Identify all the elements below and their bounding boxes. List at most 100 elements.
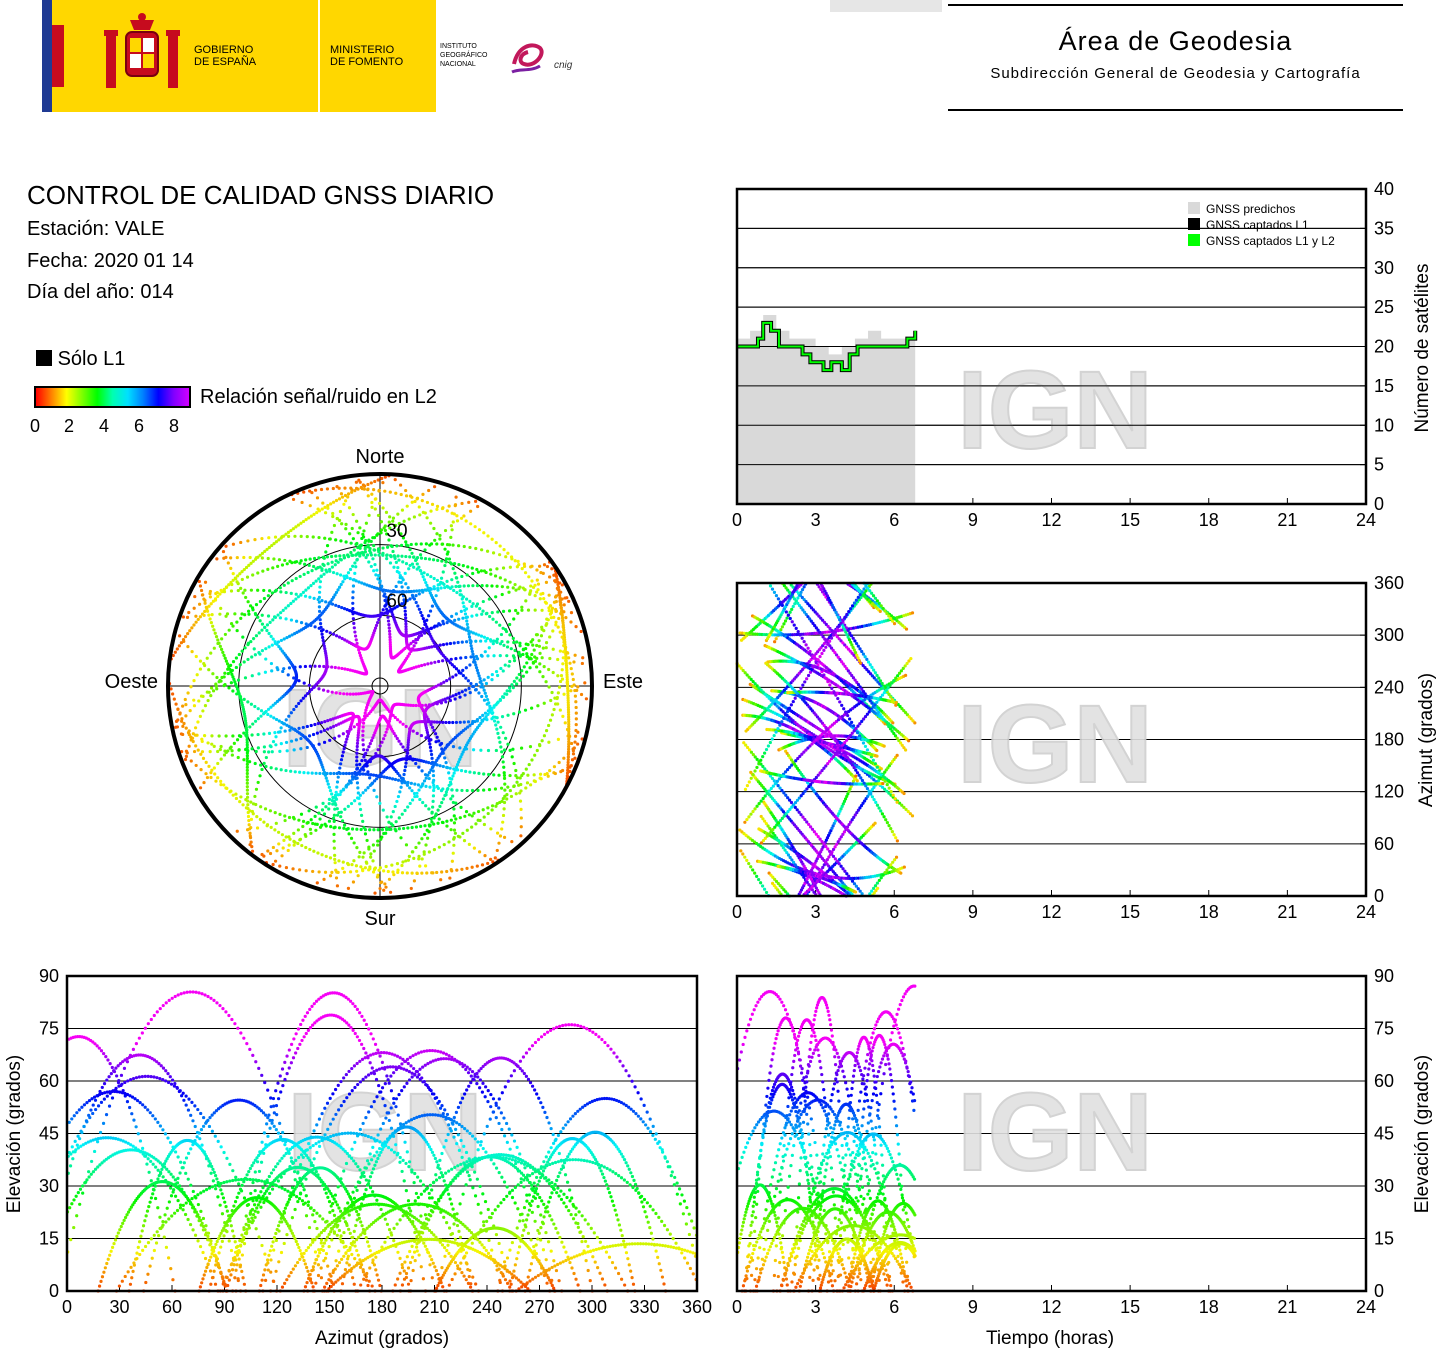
- sky-track-point: [454, 692, 458, 697]
- sky-track-point: [338, 766, 342, 770]
- sky-track-point: [379, 881, 383, 885]
- ministerio-logo: MINISTERIO DE FOMENTO: [320, 0, 436, 112]
- sky-track-point: [239, 540, 243, 545]
- sky-track-point: [558, 603, 563, 607]
- sky-track-point: [451, 694, 455, 698]
- sky-track-point: [302, 771, 306, 775]
- sky-track-point: [470, 647, 474, 651]
- sky-track-point: [256, 780, 260, 785]
- sky-track-point: [298, 561, 302, 565]
- sky-track-point: [574, 728, 578, 733]
- sky-track-point: [340, 754, 344, 758]
- sky-track-point: [204, 772, 208, 776]
- sky-track-point: [221, 650, 225, 655]
- sky-track-point: [301, 725, 305, 730]
- sky-track-point: [400, 863, 404, 868]
- azimuth-point: [768, 584, 773, 588]
- sky-track-point: [408, 754, 412, 759]
- sky-track-point: [317, 664, 322, 668]
- sky-track-point: [312, 596, 316, 600]
- sky-track-point: [444, 560, 448, 564]
- azimuth-point: [739, 849, 743, 853]
- sky-track-point: [536, 704, 540, 708]
- sky-track-point: [432, 816, 436, 820]
- sky-track-point: [351, 537, 355, 541]
- sky-track-point: [335, 485, 339, 489]
- sky-track-point: [422, 779, 427, 783]
- sky-track-point: [403, 571, 407, 575]
- sky-track-point: [467, 686, 471, 691]
- sky-track-point: [346, 804, 350, 808]
- sky-track-point: [454, 657, 458, 661]
- sky-track-point: [475, 584, 480, 588]
- sky-track-point: [464, 688, 468, 692]
- sky-track-point: [579, 629, 583, 634]
- sky-track-point: [191, 732, 195, 736]
- sky-track-point: [400, 812, 404, 816]
- sky-track-point: [459, 516, 464, 520]
- sky-track-point: [400, 508, 405, 512]
- sky-track-point: [574, 723, 578, 727]
- sky-track-point: [242, 660, 246, 664]
- sky-track-point: [402, 826, 406, 831]
- sky-track-point: [232, 741, 236, 745]
- sky-track-point: [327, 802, 331, 806]
- sky-track-point: [187, 610, 191, 615]
- sky-track-point: [337, 604, 341, 609]
- sky-track-point: [198, 584, 203, 588]
- azimuth-point: [791, 604, 795, 609]
- sky-track-point: [469, 639, 473, 644]
- sky-track-point: [411, 850, 415, 854]
- sky-track-point: [407, 567, 411, 571]
- sky-track-point: [246, 643, 250, 647]
- sky-track-point: [389, 822, 393, 826]
- sky-track-point: [508, 788, 512, 793]
- sky-track-point: [475, 567, 479, 572]
- sky-track-point: [349, 550, 353, 555]
- sky-track-point: [187, 729, 191, 733]
- sky-track-point: [355, 763, 359, 767]
- sky-track-point: [565, 668, 569, 672]
- sky-track-point: [376, 748, 380, 752]
- sky-track-point: [355, 641, 359, 646]
- sky-track-point: [371, 870, 376, 874]
- sky-track-point: [348, 567, 353, 572]
- sky-track-point: [321, 771, 326, 776]
- sky-track-point: [404, 554, 408, 559]
- sky-track-point: [380, 835, 384, 839]
- sky-track-point: [229, 566, 233, 570]
- azimuth-point: [873, 671, 877, 675]
- sky-track-point: [491, 617, 495, 621]
- sky-track-point: [444, 720, 448, 725]
- sky-track-point: [314, 828, 318, 832]
- sky-track-point: [419, 733, 424, 738]
- y-tick-label: 25: [1374, 297, 1394, 317]
- sky-track-point: [374, 497, 378, 501]
- sky-track-point: [382, 526, 386, 530]
- sky-track-point: [417, 703, 421, 708]
- sky-track-point: [192, 679, 196, 683]
- sky-track-point: [481, 609, 485, 613]
- sky-track-point: [474, 639, 478, 643]
- sky-track-point: [494, 723, 498, 727]
- sky-track-point: [467, 813, 471, 817]
- sky-track-point: [484, 639, 488, 643]
- sky-track-point: [417, 841, 421, 845]
- x-tick-label: 6: [889, 902, 899, 922]
- sky-track-point: [323, 719, 327, 724]
- sky-track-point: [264, 657, 268, 661]
- sky-track-point: [236, 755, 240, 760]
- sky-track-point: [486, 806, 490, 810]
- sky-track-point: [492, 773, 496, 777]
- sky-track-point: [336, 775, 340, 779]
- sky-track-point: [455, 590, 459, 595]
- sky-track-point: [255, 826, 260, 830]
- sky-track-point: [249, 840, 253, 844]
- sky-track-point: [292, 676, 296, 680]
- sky-track-point: [349, 541, 353, 545]
- sky-track-point: [392, 565, 396, 569]
- header-title: Área de Geodesia: [1058, 26, 1293, 56]
- sky-track-point: [485, 611, 489, 616]
- sky-track-point: [376, 843, 380, 847]
- legend-l1-only: Sólo L1: [36, 348, 125, 371]
